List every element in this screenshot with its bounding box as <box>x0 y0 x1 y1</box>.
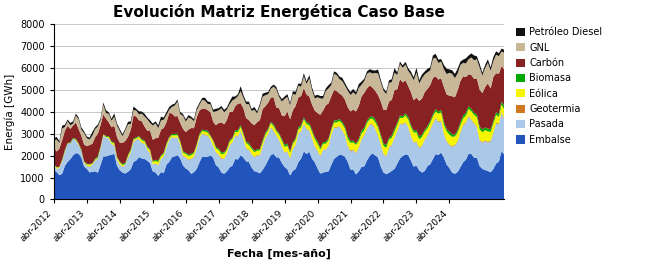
Legend: Petróleo Diesel, GNL, Carbón, Biomasa, Eólica, Geotermia, Pasada, Embalse: Petróleo Diesel, GNL, Carbón, Biomasa, E… <box>514 25 605 147</box>
Y-axis label: Energía [GWh]: Energía [GWh] <box>4 74 14 150</box>
X-axis label: Fecha [mes-año]: Fecha [mes-año] <box>227 249 331 259</box>
Title: Evolución Matriz Energética Caso Base: Evolución Matriz Energética Caso Base <box>113 4 445 20</box>
